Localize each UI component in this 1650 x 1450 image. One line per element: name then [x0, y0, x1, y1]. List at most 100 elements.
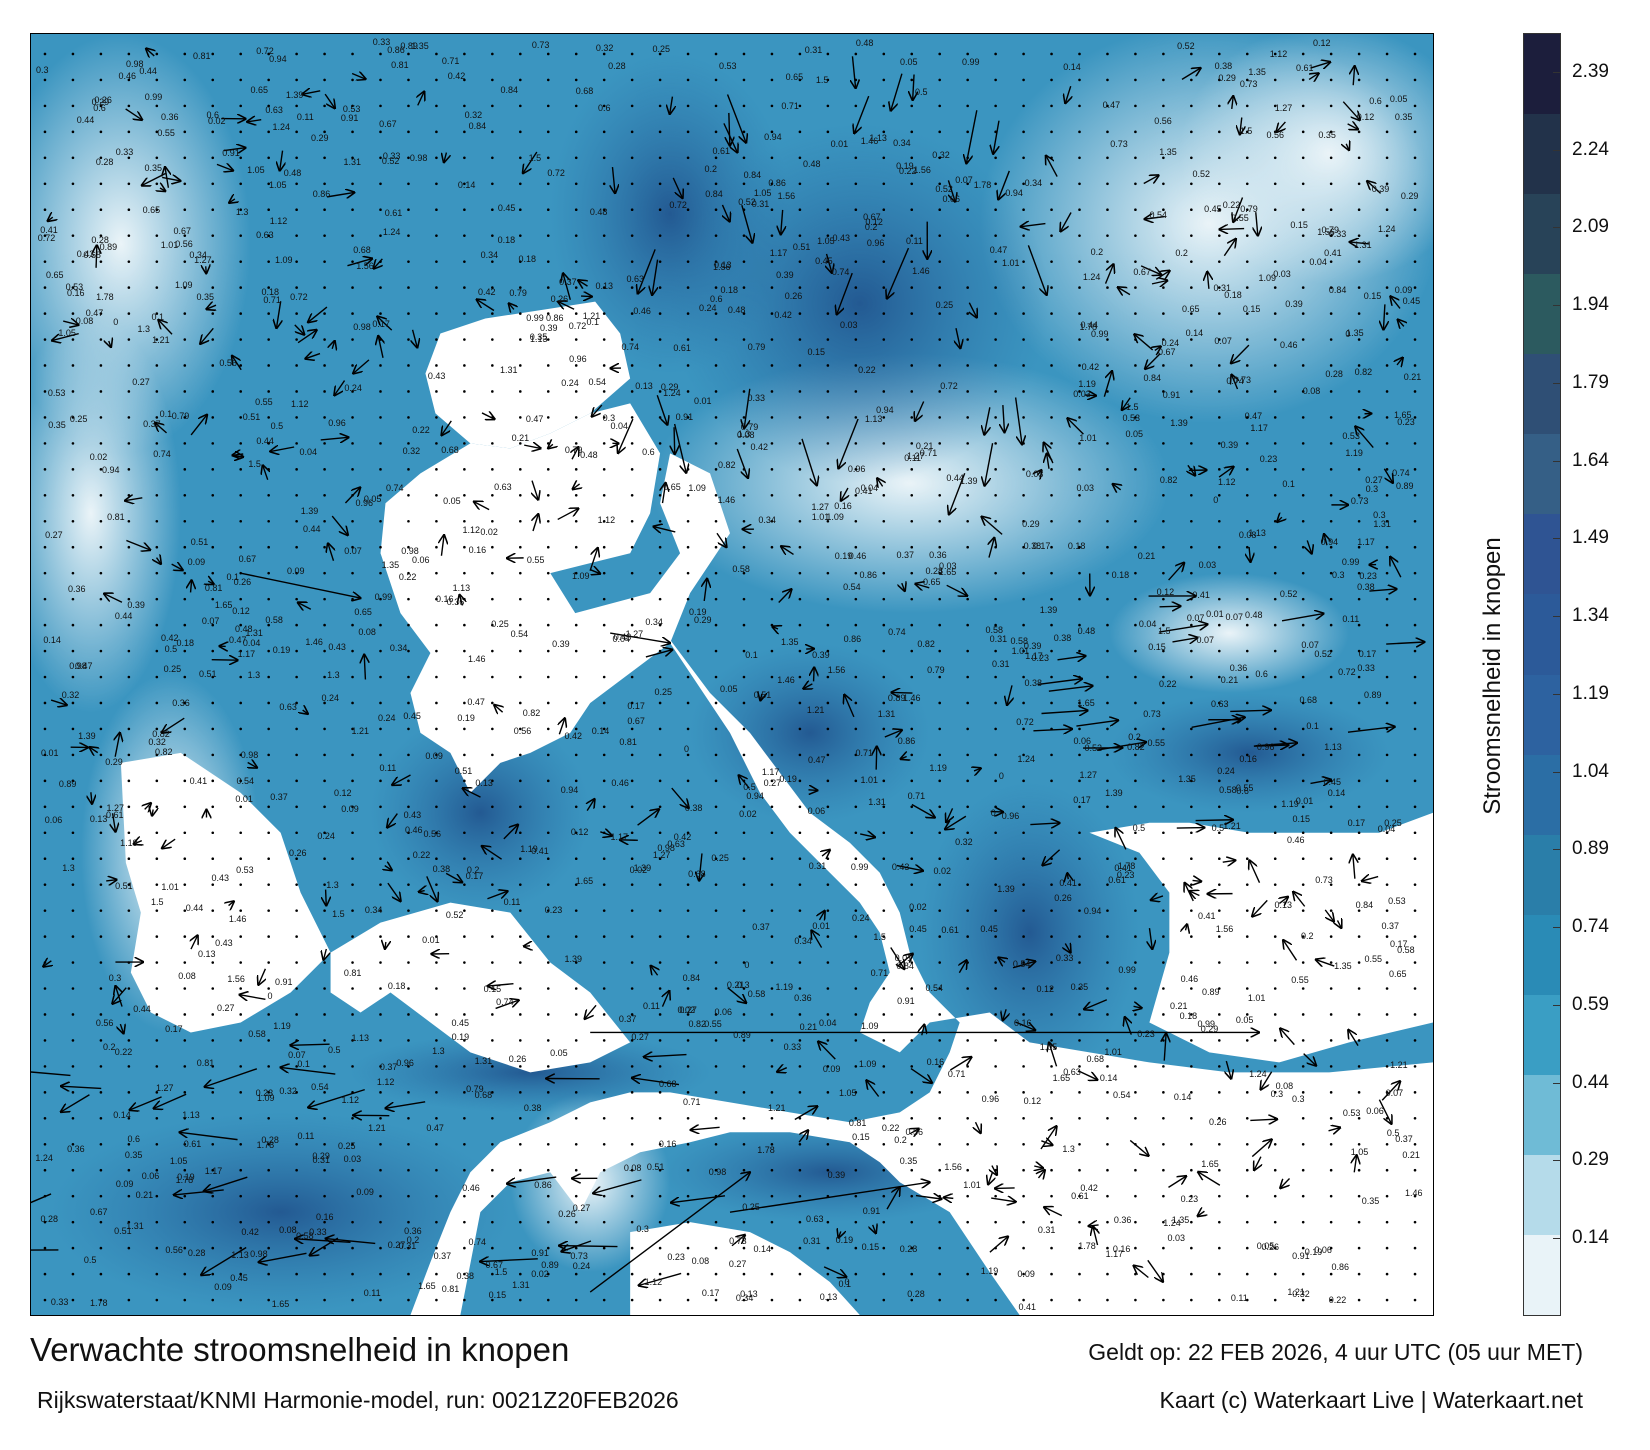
speed-value-label: 0.46: [1180, 974, 1199, 985]
grid-dot: [267, 987, 270, 990]
colorbar: [1523, 33, 1561, 1316]
current-arrow: [777, 1068, 788, 1072]
grid-dot: [1245, 831, 1249, 835]
grid-dot: [379, 1220, 382, 1224]
grid-dot: [1245, 935, 1249, 938]
colorbar-tick-label: 1.19: [1572, 682, 1609, 704]
grid-dot: [1022, 338, 1025, 341]
grid-dot: [854, 571, 858, 575]
grid-dot: [966, 1091, 969, 1094]
grid-dot: [994, 1117, 997, 1120]
current-arrow: [206, 305, 216, 309]
grid-dot: [295, 416, 298, 419]
grid-dot: [407, 1013, 410, 1016]
grid-dot: [519, 571, 522, 575]
speed-value-label: 0.71: [870, 967, 889, 978]
grid-dot: [630, 883, 634, 886]
speed-value-label: 0.74: [621, 342, 640, 353]
speed-value-label: 0.09: [1394, 284, 1413, 295]
grid-dot: [966, 493, 969, 497]
current-arrow: [1198, 1211, 1205, 1216]
grid-dot: [546, 104, 550, 108]
grid-dot: [1218, 753, 1221, 757]
grid-dot: [99, 1117, 103, 1120]
grid-dot: [519, 390, 522, 393]
grid-dot: [1162, 519, 1165, 523]
grid-dot: [99, 1065, 103, 1068]
speed-value-label: 0.42: [1080, 1183, 1098, 1194]
speed-value-label: 0.27: [572, 1202, 591, 1213]
grid-dot: [994, 1065, 997, 1068]
grid-dot: [1385, 78, 1389, 82]
grid-dot: [407, 831, 410, 835]
grid-dot: [714, 156, 718, 160]
grid-dot: [770, 545, 774, 549]
speed-value-label: 0.27: [217, 1003, 235, 1014]
speed-value-label: 0.16: [1013, 1018, 1032, 1029]
grid-dot: [1162, 1246, 1165, 1250]
grid-dot: [267, 597, 270, 601]
speed-value-label: 0.41: [531, 845, 549, 856]
grid-dot: [1273, 987, 1277, 990]
current-arrow: [305, 354, 321, 359]
grid-dot: [882, 130, 886, 134]
grid-dot: [463, 701, 466, 705]
speed-value-label: 0.71: [683, 1096, 701, 1107]
grid-dot: [1106, 234, 1109, 237]
current-arrow: [1172, 638, 1197, 642]
speed-value-label: 0.72: [256, 45, 274, 56]
grid-dot: [882, 987, 886, 990]
grid-dot: [127, 468, 131, 471]
grid-dot: [1357, 1220, 1361, 1224]
grid-dot: [435, 416, 438, 419]
speed-value-label: 0.3: [1331, 569, 1345, 580]
colorbar-segment: [1524, 514, 1560, 595]
grid-dot: [546, 597, 550, 601]
land-areas: [120, 301, 1433, 1315]
grid-dot: [407, 935, 410, 938]
colorbar-tick-mark: [1553, 149, 1561, 151]
grid-dot: [1245, 545, 1249, 549]
speed-value-label: 0.5: [1211, 822, 1225, 833]
speed-value-label: 1.39: [564, 954, 583, 965]
grid-dot: [1190, 909, 1193, 912]
grid-dot: [574, 468, 578, 471]
speed-value-label: 1.17: [1250, 422, 1268, 433]
grid-dot: [71, 649, 75, 653]
grid-dot: [239, 597, 242, 601]
grid-dot: [826, 390, 830, 393]
grid-dot: [351, 1298, 354, 1302]
grid-dot: [211, 1091, 215, 1094]
grid-dot: [71, 805, 75, 809]
speed-value-label: 0.21: [1170, 1001, 1188, 1012]
grid-dot: [183, 1013, 187, 1016]
grid-dot: [658, 857, 662, 861]
grid-dot: [770, 1091, 774, 1094]
grid-dot: [239, 649, 242, 653]
grid-dot: [630, 312, 634, 315]
speed-value-label: 0.58: [1010, 635, 1029, 646]
grid-dot: [379, 52, 382, 56]
grid-dot: [546, 1220, 550, 1224]
grid-dot: [658, 442, 662, 445]
speed-value-label: 0.37: [896, 549, 914, 560]
speed-value-label: 0.18: [1111, 570, 1130, 581]
grid-dot: [630, 701, 634, 705]
grid-dot: [1329, 286, 1333, 289]
grid-dot: [1357, 935, 1361, 938]
speed-value-label: 0.63: [279, 701, 297, 712]
grid-dot: [966, 1013, 969, 1016]
current-arrow: [922, 1025, 925, 1036]
speed-value-label: 0.43: [403, 809, 422, 820]
grid-dot: [99, 182, 103, 186]
grid-dot: [658, 701, 662, 705]
current-speed-map[interactable]: 0.3 0.21 0.26 0.25 0.24 0.23 0.22 0.16 0.11 0.17 0…: [30, 33, 1434, 1316]
grid-dot: [826, 468, 830, 471]
current-arrow: [1222, 860, 1236, 862]
speed-value-label: 0.09: [286, 565, 305, 576]
speed-value-label: 1.78: [175, 1174, 194, 1185]
grid-dot: [519, 831, 522, 835]
grid-dot: [1162, 909, 1165, 912]
current-arrow: [1041, 710, 1088, 713]
grid-dot: [1050, 286, 1053, 289]
